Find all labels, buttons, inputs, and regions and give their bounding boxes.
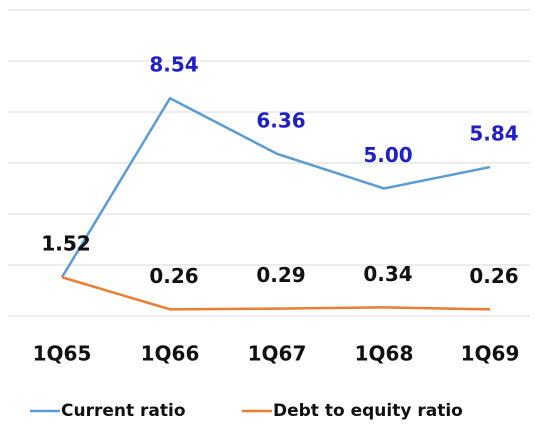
data-label: 1.52 bbox=[41, 232, 90, 256]
data-label: 0.26 bbox=[469, 264, 518, 288]
data-label: 8.54 bbox=[149, 53, 198, 77]
legend-label: Current ratio bbox=[61, 401, 186, 421]
data-label: 1.52 bbox=[41, 232, 90, 256]
x-tick-label: 1Q67 bbox=[248, 342, 307, 366]
data-label: 5.84 bbox=[469, 122, 518, 146]
series-line bbox=[61, 276, 491, 311]
data-label: 0.34 bbox=[363, 262, 412, 286]
x-tick-label: 1Q69 bbox=[461, 342, 520, 366]
data-label: 0.26 bbox=[149, 264, 198, 288]
x-tick-label: 1Q66 bbox=[141, 342, 200, 366]
x-tick-label: 1Q68 bbox=[355, 342, 414, 366]
data-label: 5.00 bbox=[363, 143, 412, 167]
data-label: 0.29 bbox=[256, 263, 305, 287]
x-tick-label: 1Q65 bbox=[33, 342, 92, 366]
legend-label: Debt to equity ratio bbox=[273, 401, 463, 421]
series-line bbox=[60, 96, 491, 278]
data-label: 6.36 bbox=[256, 108, 305, 132]
